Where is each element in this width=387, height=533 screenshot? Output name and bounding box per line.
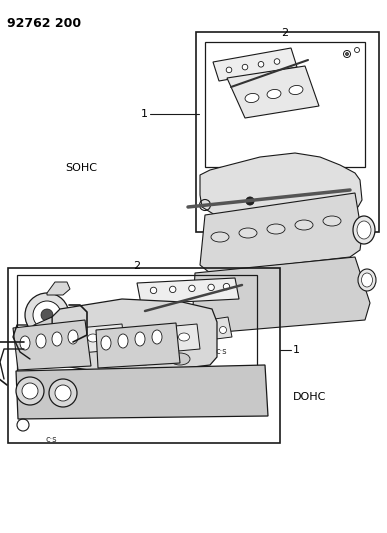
- Ellipse shape: [358, 269, 376, 291]
- Text: 1: 1: [293, 345, 300, 355]
- Polygon shape: [47, 282, 70, 295]
- Polygon shape: [13, 320, 91, 370]
- Circle shape: [346, 52, 349, 55]
- Ellipse shape: [361, 273, 373, 287]
- Ellipse shape: [101, 336, 111, 350]
- Ellipse shape: [353, 216, 375, 244]
- Polygon shape: [142, 324, 200, 354]
- Text: DOHC: DOHC: [293, 392, 326, 402]
- Polygon shape: [188, 317, 232, 342]
- Ellipse shape: [118, 334, 128, 348]
- Polygon shape: [137, 278, 239, 304]
- Ellipse shape: [147, 335, 158, 343]
- Ellipse shape: [267, 224, 285, 234]
- Text: SOHC: SOHC: [65, 163, 97, 173]
- Text: 2: 2: [281, 28, 289, 38]
- Circle shape: [33, 301, 61, 329]
- Circle shape: [22, 383, 38, 399]
- Ellipse shape: [87, 334, 99, 342]
- Bar: [205, 42, 365, 167]
- Circle shape: [274, 59, 280, 64]
- Ellipse shape: [52, 332, 62, 346]
- Ellipse shape: [20, 336, 30, 350]
- Circle shape: [150, 287, 157, 294]
- Bar: [196, 32, 379, 232]
- Ellipse shape: [357, 221, 371, 239]
- Text: c·s: c·s: [46, 435, 58, 444]
- Circle shape: [25, 293, 69, 337]
- Polygon shape: [67, 324, 125, 354]
- Ellipse shape: [72, 335, 82, 343]
- Text: c·s: c·s: [215, 347, 227, 356]
- Circle shape: [219, 327, 226, 334]
- Polygon shape: [192, 257, 370, 333]
- Ellipse shape: [323, 216, 341, 226]
- Polygon shape: [227, 66, 319, 118]
- Ellipse shape: [135, 332, 145, 346]
- Circle shape: [246, 197, 254, 205]
- Text: 1: 1: [141, 109, 148, 119]
- Polygon shape: [200, 193, 362, 273]
- Circle shape: [242, 64, 248, 70]
- Circle shape: [41, 309, 53, 321]
- Ellipse shape: [178, 333, 190, 341]
- Ellipse shape: [163, 334, 173, 342]
- Ellipse shape: [267, 90, 281, 99]
- Polygon shape: [52, 299, 217, 372]
- Ellipse shape: [170, 353, 190, 365]
- Ellipse shape: [36, 334, 46, 348]
- Polygon shape: [16, 365, 268, 419]
- Polygon shape: [213, 48, 297, 81]
- Ellipse shape: [68, 330, 78, 344]
- Polygon shape: [200, 153, 362, 220]
- Text: 2: 2: [134, 261, 140, 271]
- Circle shape: [223, 284, 229, 290]
- Ellipse shape: [245, 93, 259, 102]
- Circle shape: [192, 327, 199, 334]
- Circle shape: [189, 285, 195, 292]
- Circle shape: [55, 385, 71, 401]
- Ellipse shape: [152, 330, 162, 344]
- Ellipse shape: [289, 85, 303, 94]
- Text: 92762 200: 92762 200: [7, 17, 81, 30]
- Ellipse shape: [134, 353, 154, 365]
- Polygon shape: [24, 317, 52, 365]
- Circle shape: [205, 327, 212, 334]
- Circle shape: [49, 379, 77, 407]
- Circle shape: [208, 284, 214, 290]
- Circle shape: [16, 377, 44, 405]
- Polygon shape: [96, 323, 180, 368]
- Ellipse shape: [211, 232, 229, 242]
- Circle shape: [226, 67, 232, 72]
- Circle shape: [170, 286, 176, 293]
- Ellipse shape: [98, 353, 118, 365]
- Circle shape: [258, 61, 264, 67]
- Bar: [17, 275, 257, 390]
- Ellipse shape: [103, 333, 115, 341]
- Bar: [8, 268, 280, 443]
- Ellipse shape: [62, 353, 82, 365]
- Ellipse shape: [295, 220, 313, 230]
- Ellipse shape: [239, 228, 257, 238]
